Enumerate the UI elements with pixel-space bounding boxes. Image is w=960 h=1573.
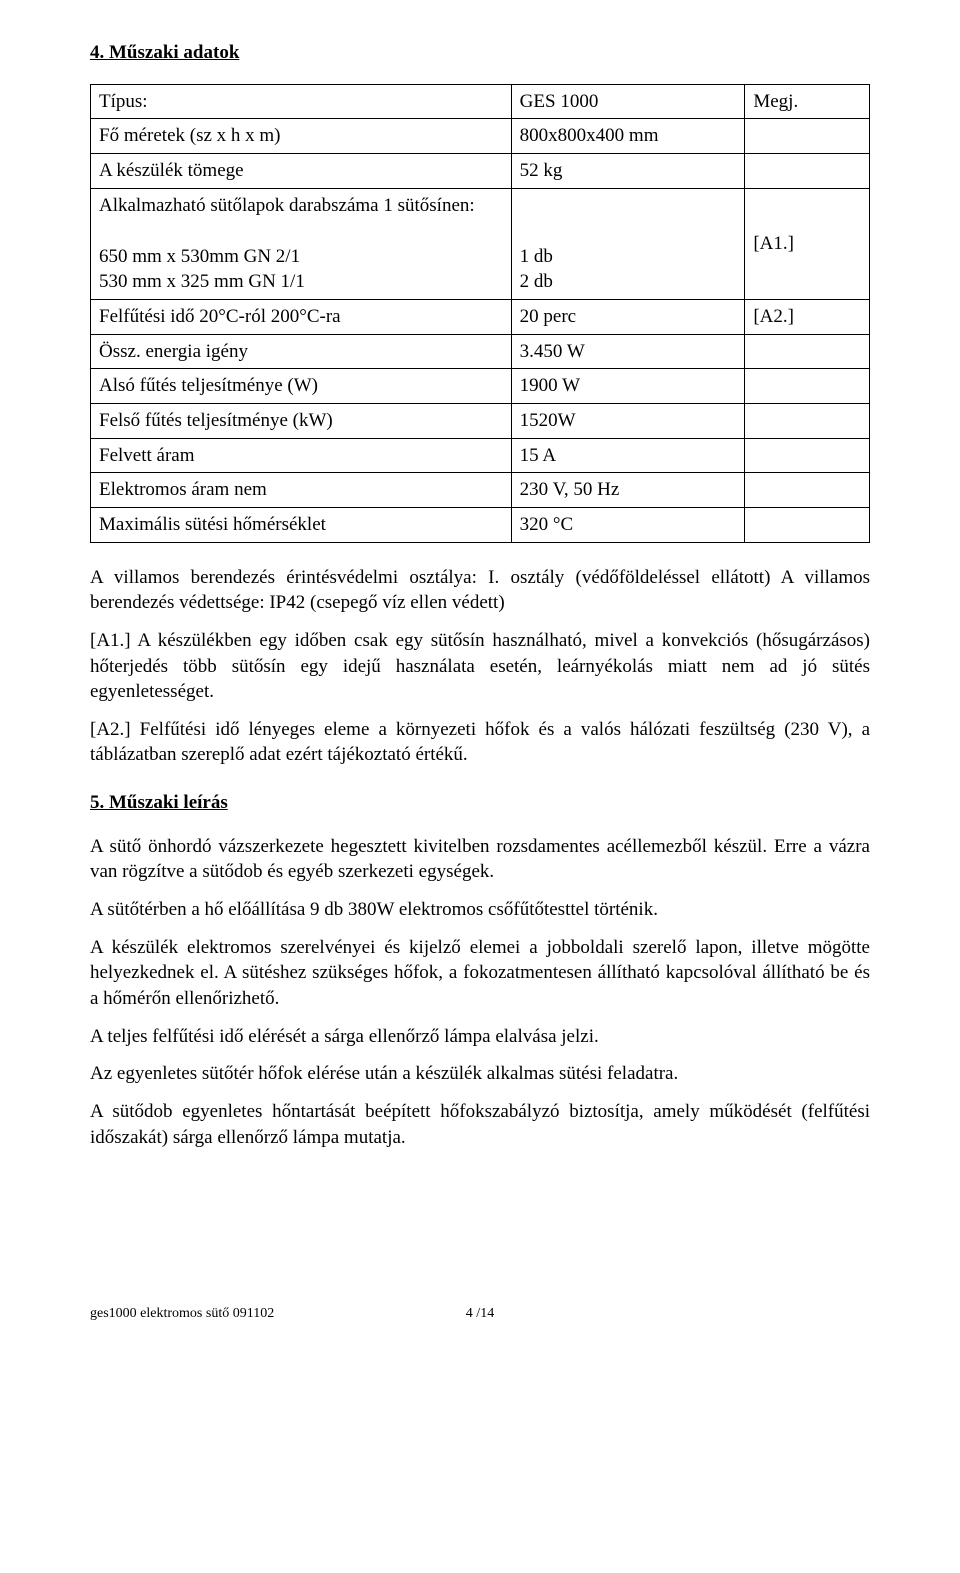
cell-value: 1900 W [511,369,745,404]
table-row: Össz. energia igény 3.450 W [91,334,870,369]
cell-note [745,507,870,542]
line: 2 db [520,271,553,292]
paragraph: A teljes felfűtési idő elérését a sárga … [90,1024,870,1050]
footer-filename: ges1000 elektromos sütő 091102 [90,1306,274,1321]
cell-note [745,369,870,404]
cell-label: Típus: [91,84,512,119]
paragraph: A sütő önhordó vázszerkezete hegesztett … [90,834,870,885]
cell-note: Megj. [745,84,870,119]
cell-label: Felfűtési idő 20°C-ról 200°C-ra [91,300,512,335]
paragraph: A sütőtérben a hő előállítása 9 db 380W … [90,897,870,923]
paragraph: A villamos berendezés érintésvédelmi osz… [90,565,870,616]
cell-label: Felvett áram [91,438,512,473]
cell-label: Össz. energia igény [91,334,512,369]
paragraph: A készülék elektromos szerelvényei és ki… [90,935,870,1012]
cell-value: 3.450 W [511,334,745,369]
table-row: Elektromos áram nem 230 V, 50 Hz [91,473,870,508]
cell-note [745,334,870,369]
cell-label: Elektromos áram nem [91,473,512,508]
cell-value: 20 perc [511,300,745,335]
table-row: Felfűtési idő 20°C-ról 200°C-ra 20 perc … [91,300,870,335]
section-4-heading: 4. Műszaki adatok [90,40,870,66]
paragraph: A sütődob egyenletes hőntartását beépíte… [90,1099,870,1150]
cell-label: Fő méretek (sz x h x m) [91,119,512,154]
cell-note [745,404,870,439]
paragraph: [A1.] A készülékben egy időben csak egy … [90,628,870,705]
table-row: Alkalmazható sütőlapok darabszáma 1 sütő… [91,188,870,300]
table-row: Felvett áram 15 A [91,438,870,473]
cell-note: [A2.] [745,300,870,335]
line: 1 db [520,246,553,267]
cell-value: 800x800x400 mm [511,119,745,154]
table-row: Típus: GES 1000 Megj. [91,84,870,119]
cell-value: 320 °C [511,507,745,542]
specs-table: Típus: GES 1000 Megj. Fő méretek (sz x h… [90,84,870,543]
line: 530 mm x 325 mm GN 1/1 [99,271,305,292]
cell-note [745,438,870,473]
cell-value-multi: 1 db 2 db [511,188,745,300]
table-row: Fő méretek (sz x h x m) 800x800x400 mm [91,119,870,154]
cell-value: 1520W [511,404,745,439]
cell-note [745,473,870,508]
cell-label-multi: Alkalmazható sütőlapok darabszáma 1 sütő… [91,188,512,300]
footer-page-number: 4 /14 [466,1305,494,1324]
table-row: A készülék tömege 52 kg [91,153,870,188]
cell-label: Felső fűtés teljesítménye (kW) [91,404,512,439]
paragraph: [A2.] Felfűtési idő lényeges eleme a kör… [90,717,870,768]
cell-note: [A1.] [745,188,870,300]
line: Alkalmazható sütőlapok darabszáma 1 sütő… [99,195,475,216]
cell-label: A készülék tömege [91,153,512,188]
cell-value: GES 1000 [511,84,745,119]
cell-note [745,119,870,154]
table-row: Alsó fűtés teljesítménye (W) 1900 W [91,369,870,404]
cell-label: Alsó fűtés teljesítménye (W) [91,369,512,404]
cell-value: 230 V, 50 Hz [511,473,745,508]
table-row: Maximális sütési hőmérséklet 320 °C [91,507,870,542]
cell-value: 15 A [511,438,745,473]
cell-note [745,153,870,188]
paragraph: Az egyenletes sütőtér hőfok elérése után… [90,1061,870,1087]
section-5-heading: 5. Műszaki leírás [90,790,870,816]
cell-label: Maximális sütési hőmérséklet [91,507,512,542]
cell-value: 52 kg [511,153,745,188]
line: 650 mm x 530mm GN 2/1 [99,246,300,267]
table-row: Felső fűtés teljesítménye (kW) 1520W [91,404,870,439]
page-footer: ges1000 elektromos sütő 091102 4 /14 [90,1305,870,1324]
